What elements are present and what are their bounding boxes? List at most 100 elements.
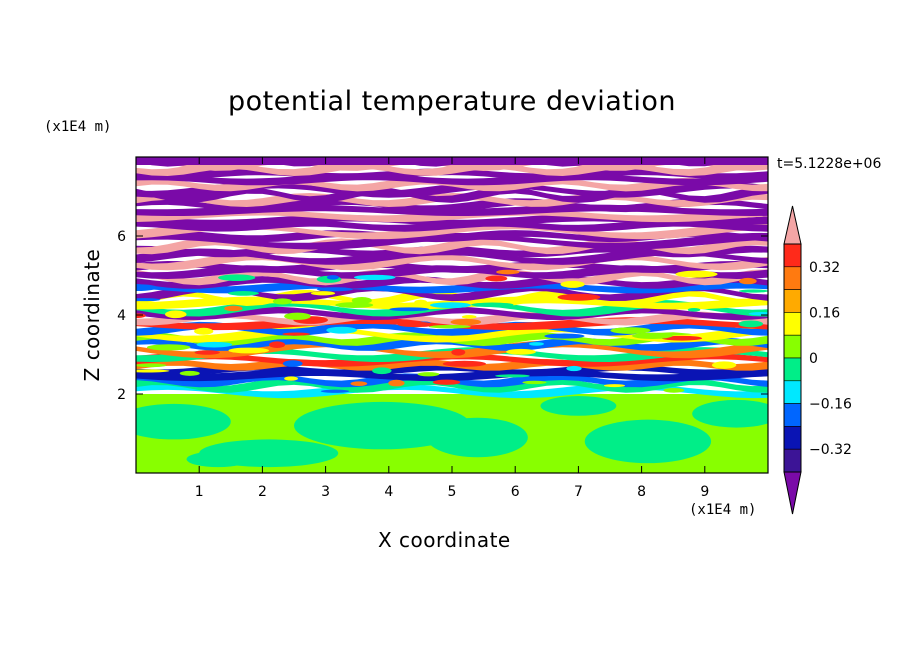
eddy (610, 327, 651, 334)
eddy (471, 302, 514, 308)
eddy (632, 332, 673, 340)
chart-title: potential temperature deviation (228, 86, 676, 117)
x-tick-label: 3 (321, 484, 330, 500)
stratified-band (136, 281, 768, 294)
eddy (450, 318, 482, 326)
eddy (194, 327, 214, 335)
eddy (663, 387, 685, 393)
eddy (442, 360, 487, 367)
eddy (739, 289, 768, 293)
eddy (495, 374, 530, 378)
x-tick-label: 4 (384, 484, 393, 500)
eddy (557, 293, 601, 301)
mixed-layer-patch (692, 399, 768, 428)
mixed-layer-patch (584, 419, 712, 464)
eddy (428, 324, 471, 329)
eddy (451, 348, 466, 356)
eddy (335, 302, 374, 308)
colorbar-frame (783, 243, 802, 473)
eddy (284, 376, 298, 381)
y-axis-unit: (x1E4 m) (44, 119, 112, 135)
eddy (566, 365, 582, 372)
colorbar-swatch (783, 312, 802, 336)
colorbar-swatch (783, 403, 802, 427)
colorbar-swatch (783, 380, 802, 404)
x-axis: 1 2 3 4 5 6 7 8 9 (195, 157, 709, 500)
stratified-band (136, 248, 768, 265)
colorbar-label: 0.32 (809, 260, 840, 276)
stratified-band (136, 378, 768, 393)
eddy (711, 361, 737, 369)
colorbar-swatch (783, 266, 802, 290)
eddy (353, 274, 396, 281)
eddy (179, 370, 200, 376)
x-axis-unit: (x1E4 m) (689, 502, 757, 518)
mixed-layer-patch (540, 395, 617, 416)
eddy (675, 270, 718, 278)
mixed-layer-patch (136, 403, 231, 440)
eddy (506, 348, 536, 355)
colorbar-extend-top (783, 205, 802, 245)
colorbar-swatch (783, 289, 802, 313)
eddy (372, 367, 392, 375)
eddy (194, 350, 220, 355)
stratified-band (136, 198, 768, 213)
stratified-band (136, 299, 768, 317)
colorbar-label: −0.32 (809, 442, 852, 458)
stratified-band (136, 369, 768, 382)
y-tick-label: 6 (117, 229, 126, 245)
eddy (326, 326, 357, 334)
eddy (738, 320, 764, 328)
x-tick-label: 7 (574, 484, 583, 500)
stratified-band (136, 181, 768, 198)
eddy (282, 332, 311, 336)
colorbar-swatch (783, 426, 802, 450)
eddy (326, 275, 339, 280)
eddy (316, 287, 354, 292)
eddy (461, 315, 477, 319)
stratified-band (136, 321, 768, 336)
x-tick-label: 5 (448, 484, 457, 500)
eddy (522, 380, 547, 385)
eddy (661, 335, 703, 341)
eddy (397, 321, 435, 328)
x-tick-label: 8 (637, 484, 646, 500)
colorbar-swatch (783, 448, 802, 473)
stratified-band (136, 232, 768, 250)
eddy (350, 381, 368, 386)
colorbar-label: 0.16 (809, 305, 840, 321)
y-tick-label: 2 (117, 387, 126, 403)
stratified-band (136, 222, 768, 240)
eddy (687, 308, 701, 312)
eddy (272, 298, 293, 305)
x-tick-label: 9 (700, 484, 709, 500)
x-axis-label: X coordinate (378, 528, 511, 552)
eddy (560, 280, 585, 288)
colorbar-swatch (783, 243, 802, 268)
y-tick-label: 4 (117, 308, 126, 324)
eddy (388, 379, 405, 387)
eddy (136, 363, 167, 368)
eddy (164, 310, 187, 319)
eddy (417, 372, 440, 377)
x-tick-label: 1 (195, 484, 204, 500)
eddy (496, 269, 520, 275)
colorbar-swatch (783, 357, 802, 382)
eddy (284, 312, 311, 320)
eddy (136, 298, 161, 302)
eddy (429, 302, 472, 309)
stratified-band (136, 186, 768, 203)
eddy (485, 275, 508, 282)
eddy (282, 360, 303, 367)
eddy (310, 291, 336, 296)
stratified-band (136, 261, 768, 273)
colorbar-swatch (783, 334, 802, 359)
eddy (320, 389, 350, 393)
mixed-layer-patch (426, 417, 528, 458)
stratified-band (136, 289, 768, 306)
colorbar-extend-bottom (783, 471, 802, 515)
eddy (228, 291, 259, 296)
eddy (603, 384, 626, 388)
stratified-band (136, 230, 768, 243)
